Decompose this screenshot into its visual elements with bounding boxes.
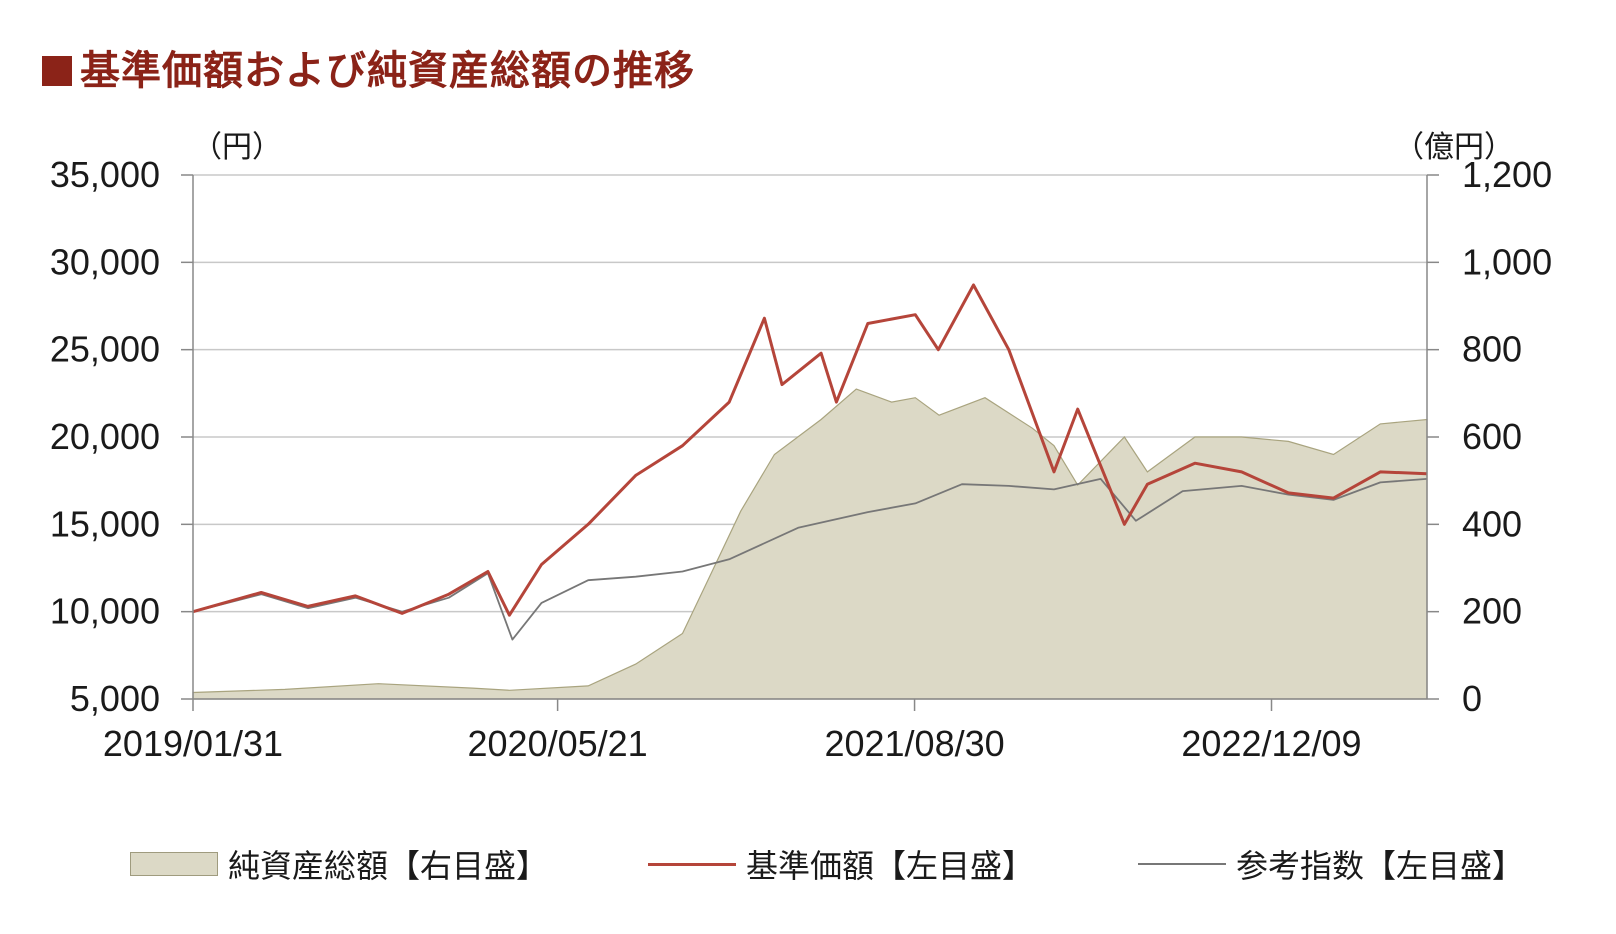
x-tick-label: 2021/08/30 bbox=[824, 723, 1004, 764]
y-left-tick-label: 20,000 bbox=[50, 416, 160, 457]
legend-label: 純資産総額【右目盛】 bbox=[228, 841, 548, 887]
legend-item-net-assets: 純資産総額【右目盛】 bbox=[130, 841, 548, 887]
legend-swatch-line bbox=[1138, 863, 1226, 865]
legend-item-index: 参考指数【左目盛】 bbox=[1138, 841, 1524, 887]
y-left-tick-label: 10,000 bbox=[50, 591, 160, 632]
y-right-tick-label: 400 bbox=[1462, 503, 1522, 544]
x-tick-label: 2022/12/09 bbox=[1181, 723, 1361, 764]
legend-swatch-area bbox=[130, 852, 218, 876]
y-left-tick-label: 15,000 bbox=[50, 503, 160, 544]
y-left-tick-label: 30,000 bbox=[50, 241, 160, 282]
x-tick-label: 2019/01/31 bbox=[103, 723, 283, 764]
y-left-tick-label: 35,000 bbox=[50, 154, 160, 195]
y-right-tick-label: 800 bbox=[1462, 329, 1522, 370]
series-area-net-assets bbox=[193, 389, 1427, 699]
y-right-tick-label: 600 bbox=[1462, 416, 1522, 457]
legend-label: 基準価額【左目盛】 bbox=[746, 841, 1034, 887]
y-right-tick-label: 1,200 bbox=[1462, 154, 1552, 195]
y-left-tick-label: 25,000 bbox=[50, 329, 160, 370]
legend-item-nav: 基準価額【左目盛】 bbox=[648, 841, 1034, 887]
legend-label: 参考指数【左目盛】 bbox=[1236, 841, 1524, 887]
x-tick-label: 2020/05/21 bbox=[468, 723, 648, 764]
legend-swatch-line bbox=[648, 863, 736, 866]
y-left-tick-label: 5,000 bbox=[70, 678, 160, 719]
y-right-tick-label: 0 bbox=[1462, 678, 1482, 719]
y-right-tick-label: 200 bbox=[1462, 591, 1522, 632]
y-right-tick-label: 1,000 bbox=[1462, 241, 1552, 282]
area-series-group bbox=[193, 389, 1427, 699]
